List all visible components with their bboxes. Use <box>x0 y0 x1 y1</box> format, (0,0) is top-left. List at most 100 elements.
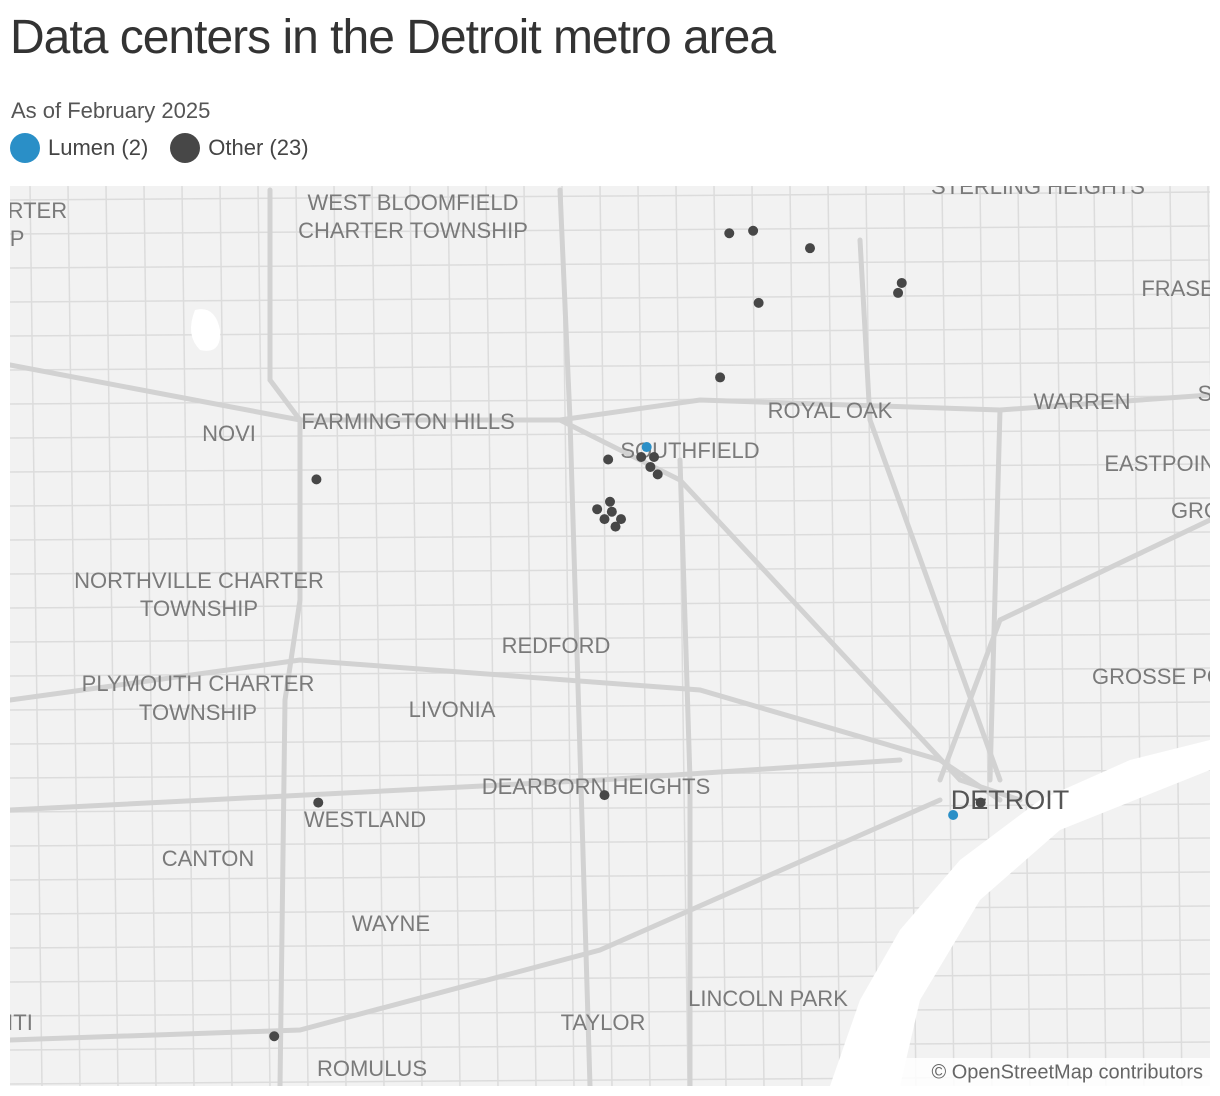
place-label: CANTON <box>162 846 255 871</box>
street <box>447 186 461 1086</box>
place-label: EASTPOIN <box>1104 451 1215 476</box>
data-center <box>645 461 656 472</box>
data-center <box>753 297 764 308</box>
street <box>10 361 1210 371</box>
street <box>10 463 1210 473</box>
place-label: S <box>1198 381 1213 406</box>
place-label: TAYLOR <box>561 1010 646 1035</box>
data-center <box>599 790 610 801</box>
data-center <box>748 225 759 236</box>
place-label: TOWNSHIP <box>140 596 258 621</box>
data-center <box>896 277 907 288</box>
place-label: LIVONIA <box>409 697 496 722</box>
street <box>10 1041 1210 1051</box>
street <box>599 186 613 1086</box>
legend-item: Other (23) <box>170 133 309 163</box>
place-label: STERLING HEIGHTS <box>931 174 1145 199</box>
street <box>10 973 1210 983</box>
street <box>675 186 689 1086</box>
street <box>409 186 423 1086</box>
street <box>10 1007 1210 1017</box>
street <box>1093 186 1107 1086</box>
data-center <box>724 228 735 239</box>
subtitle: As of February 2025 <box>11 98 211 123</box>
data-center <box>975 797 986 808</box>
street <box>10 531 1210 541</box>
place-label: GROSSE PO <box>1092 664 1220 689</box>
street <box>10 191 1210 201</box>
street <box>219 186 233 1086</box>
data-center <box>606 506 617 517</box>
place-label: ITI <box>7 1010 33 1035</box>
street <box>1055 186 1069 1086</box>
street <box>181 186 195 1086</box>
street <box>257 186 271 1086</box>
street <box>637 186 651 1086</box>
data-center <box>269 1031 280 1042</box>
data-center <box>616 514 627 525</box>
street <box>10 905 1210 915</box>
data-center <box>649 451 660 462</box>
legend-item: Lumen (2) <box>10 133 148 163</box>
attribution: © OpenStreetMap contributors <box>931 1061 1203 1083</box>
legend-label: Other (23) <box>208 135 309 160</box>
data-center <box>592 504 603 515</box>
place-label: ROYAL OAK <box>768 398 893 423</box>
street <box>10 599 1210 609</box>
data-center <box>610 521 621 532</box>
place-label: WEST BLOOMFIELD <box>307 190 518 215</box>
place-label: CHARTER TOWNSHIP <box>298 218 528 243</box>
lake <box>191 309 221 351</box>
street <box>333 186 347 1086</box>
street <box>10 293 1210 303</box>
freeways <box>10 187 1210 1086</box>
data-center <box>603 454 614 465</box>
street <box>10 803 1210 813</box>
place-label: IP <box>4 226 25 251</box>
street <box>10 735 1210 745</box>
street <box>10 701 1210 711</box>
data-center <box>715 372 726 383</box>
title: Data centers in the Detroit metro area <box>10 11 776 64</box>
data-center <box>605 496 615 507</box>
attribution-bg <box>890 1058 1210 1086</box>
street <box>485 186 499 1086</box>
data-center <box>652 469 663 480</box>
data-center <box>893 287 904 298</box>
place-label: NOVI <box>202 421 256 446</box>
place-label: LINCOLN PARK <box>688 986 848 1011</box>
place-label: GRO <box>1171 498 1220 523</box>
legend-swatch <box>10 133 40 163</box>
street <box>1131 186 1145 1086</box>
place-label: FRASE <box>1141 276 1214 301</box>
place-label: DETROIT <box>951 785 1070 815</box>
street <box>10 633 1210 643</box>
place-label: ARTER <box>0 198 67 223</box>
data-center <box>311 474 322 485</box>
street <box>10 225 1210 235</box>
street <box>371 186 385 1086</box>
street <box>1169 186 1183 1086</box>
street <box>10 429 1210 439</box>
data-center <box>599 514 610 525</box>
street <box>295 186 309 1086</box>
street <box>10 769 1210 779</box>
place-label: NORTHVILLE CHARTER <box>74 568 324 593</box>
points <box>269 225 986 1042</box>
place-label: FARMINGTON HILLS <box>301 409 515 434</box>
street <box>789 186 803 1086</box>
data-center <box>948 810 959 821</box>
place-label: ROMULUS <box>317 1056 427 1081</box>
place-label: PLYMOUTH CHARTER <box>82 671 315 696</box>
street <box>751 186 765 1086</box>
legend-label: Lumen (2) <box>48 135 149 160</box>
data-center <box>636 451 647 462</box>
street <box>1017 186 1031 1086</box>
street <box>10 259 1210 269</box>
data-center <box>805 243 815 254</box>
street <box>523 186 537 1086</box>
legend-swatch <box>170 133 201 163</box>
